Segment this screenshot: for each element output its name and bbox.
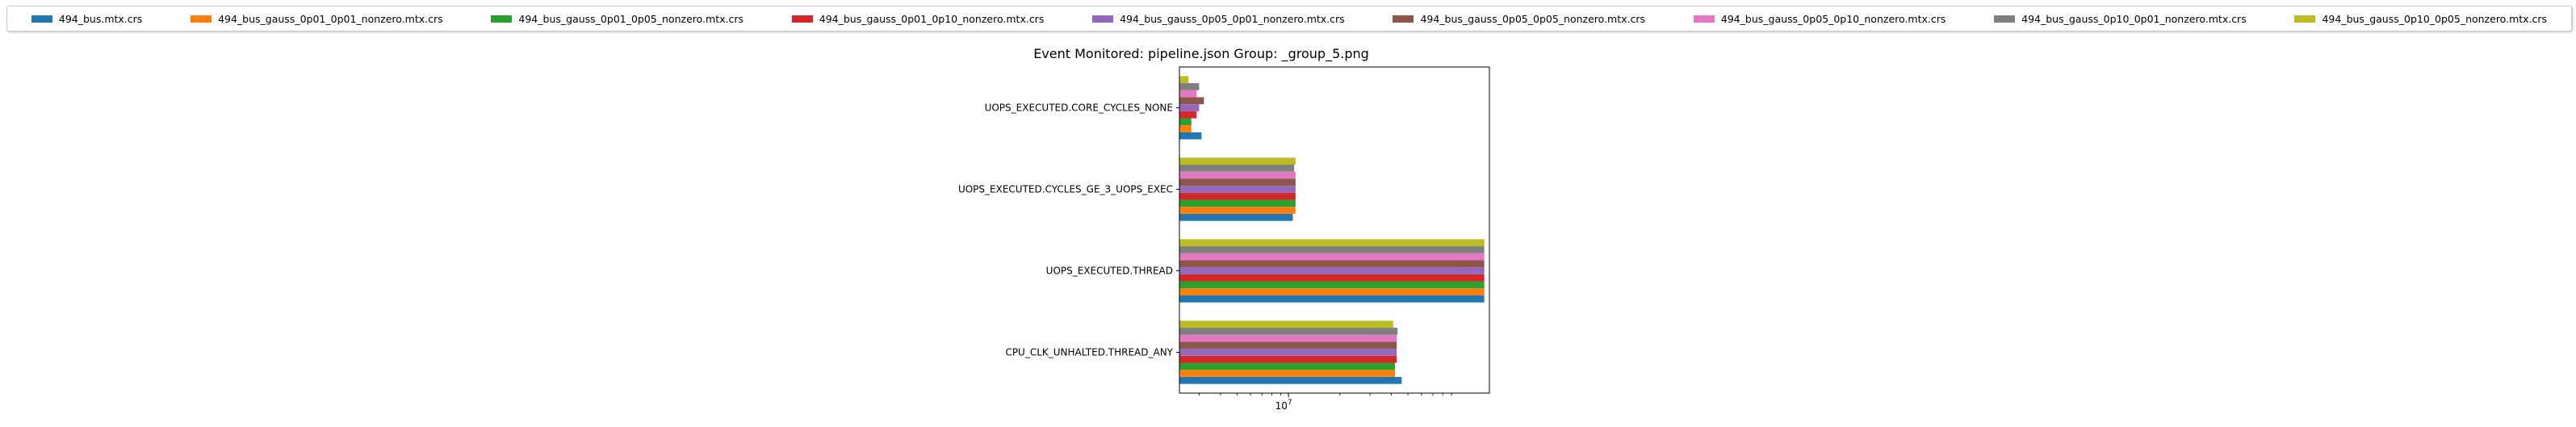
- bar: [1179, 246, 1485, 253]
- bar: [1179, 90, 1197, 98]
- legend-label: 494_bus_gauss_0p05_0p05_nonzero.mtx.crs: [1420, 12, 1646, 25]
- bar: [1179, 157, 1296, 165]
- legend-item: 494_bus_gauss_0p10_0p01_nonzero.mtx.crs: [1994, 13, 2247, 25]
- bar: [1179, 213, 1293, 221]
- legend-item: 494_bus_gauss_0p05_0p05_nonzero.mtx.crs: [1393, 13, 1645, 25]
- legend-item: 494_bus_gauss_0p10_0p05_nonzero.mtx.crs: [2294, 13, 2547, 25]
- legend-swatch: [1994, 15, 2016, 23]
- legend-swatch: [31, 15, 52, 23]
- bar: [1179, 171, 1296, 179]
- y-tick-label: UOPS_EXECUTED.CYCLES_GE_3_UOPS_EXEC: [958, 184, 1173, 195]
- y-tick-label: UOPS_EXECUTED.THREAD: [1046, 266, 1173, 277]
- bar: [1179, 125, 1192, 132]
- bar: [1179, 349, 1397, 356]
- bar: [1179, 165, 1295, 172]
- legend: 494_bus.mtx.crs 494_bus_gauss_0p01_0p01_n…: [6, 6, 2572, 31]
- bar: [1179, 132, 1202, 140]
- legend-swatch: [191, 15, 212, 23]
- bar: [1179, 295, 1485, 303]
- bar: [1179, 104, 1200, 111]
- bar: [1179, 111, 1197, 119]
- bar: [1179, 97, 1204, 105]
- legend-item: 494_bus.mtx.crs: [31, 13, 142, 25]
- legend-swatch: [791, 15, 813, 23]
- y-tick-label: UOPS_EXECUTED.CORE_CYCLES_NONE: [985, 103, 1173, 114]
- bar: [1179, 267, 1485, 274]
- legend-label: 494_bus_gauss_0p01_0p10_nonzero.mtx.crs: [819, 12, 1045, 25]
- bar: [1179, 76, 1189, 84]
- bar: [1179, 118, 1192, 126]
- legend-label: 494_bus_gauss_0p01_0p01_nonzero.mtx.crs: [218, 12, 443, 25]
- legend-label: 494_bus_gauss_0p05_0p10_nonzero.mtx.crs: [1720, 12, 1946, 25]
- bar: [1179, 260, 1485, 268]
- legend-label: 494_bus_gauss_0p01_0p05_nonzero.mtx.crs: [518, 12, 743, 25]
- legend-item: 494_bus_gauss_0p05_0p01_nonzero.mtx.crs: [1092, 13, 1345, 25]
- bar: [1179, 207, 1296, 214]
- bar: [1179, 274, 1485, 282]
- legend-item: 494_bus_gauss_0p01_0p05_nonzero.mtx.crs: [491, 13, 743, 25]
- bar: [1179, 253, 1485, 261]
- bar: [1179, 199, 1296, 207]
- legend-swatch: [491, 15, 513, 23]
- bar: [1179, 83, 1200, 90]
- legend-label: 494_bus_gauss_0p10_0p01_nonzero.mtx.crs: [2021, 12, 2247, 25]
- bar: [1179, 376, 1402, 384]
- legend-swatch: [1693, 15, 1715, 23]
- legend-swatch: [1393, 15, 1414, 23]
- legend-label: 494_bus.mtx.crs: [58, 12, 143, 25]
- bar: [1179, 281, 1485, 289]
- legend-label: 494_bus_gauss_0p05_0p01_nonzero.mtx.crs: [1120, 12, 1345, 25]
- bar: [1179, 178, 1296, 186]
- legend-swatch: [2294, 15, 2316, 23]
- legend-item: 494_bus_gauss_0p05_0p10_nonzero.mtx.crs: [1693, 12, 1946, 25]
- legend-item: 494_bus_gauss_0p01_0p01_nonzero.mtx.crs: [191, 13, 443, 25]
- bar: [1179, 239, 1485, 247]
- bar: [1179, 341, 1397, 350]
- bar: [1179, 320, 1393, 329]
- legend-item: 494_bus_gauss_0p01_0p10_nonzero.mtx.crs: [791, 12, 1045, 25]
- bar: [1179, 370, 1395, 377]
- bar: [1179, 192, 1296, 200]
- x-tick-label: 107: [1275, 399, 1292, 412]
- bar: [1179, 328, 1398, 335]
- bar: [1179, 288, 1485, 295]
- legend-label: 494_bus_gauss_0p10_0p05_nonzero.mtx.crs: [2322, 12, 2548, 25]
- legend-swatch: [1092, 15, 1114, 23]
- bar: [1179, 334, 1397, 342]
- chart-title: Event Monitored: pipeline.json Group: _g…: [1033, 46, 1369, 61]
- plot-frame: [1179, 66, 1490, 394]
- bar: [1179, 186, 1296, 193]
- bar: [1179, 355, 1397, 363]
- bar: [1179, 362, 1395, 370]
- y-tick-label: CPU_CLK_UNHALTED.THREAD_ANY: [1005, 347, 1173, 358]
